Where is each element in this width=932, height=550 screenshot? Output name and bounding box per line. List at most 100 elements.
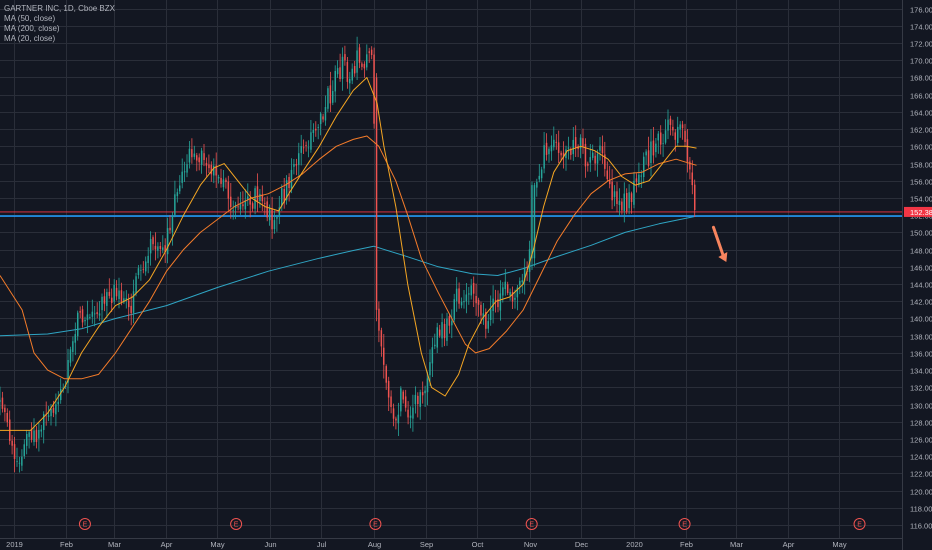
candle-body [616, 191, 618, 204]
candle-body [16, 461, 18, 462]
legend-ma200[interactable]: MA (200, close) [4, 24, 60, 33]
candle-body [130, 305, 132, 314]
price-tick-label: 128.00 [910, 419, 932, 428]
candle-body [506, 284, 509, 293]
time-tick-label: May [210, 540, 224, 549]
candle-body [417, 395, 419, 404]
candle-body [519, 280, 521, 286]
legend-ma50[interactable]: MA (50, close) [4, 14, 56, 23]
candle-body [596, 153, 599, 164]
candle-body [198, 157, 200, 163]
candle-body [453, 299, 455, 320]
candle-body [465, 294, 468, 302]
candle-body [108, 291, 111, 296]
candle-body [404, 396, 407, 408]
candle-body [609, 179, 611, 185]
arrow-shaft [711, 225, 725, 258]
candle-body [317, 127, 319, 128]
earnings-marker-label: E [529, 522, 534, 529]
price-tick-label: 162.00 [910, 126, 932, 135]
ma200-path [0, 215, 697, 337]
candle-body [468, 293, 470, 295]
time-tick-label: Aug [368, 540, 381, 549]
candle-body [455, 288, 458, 302]
candle-body [480, 304, 482, 316]
candle-body [69, 349, 72, 363]
candle-body [47, 415, 50, 417]
candle-body [582, 138, 584, 147]
candle-body [137, 268, 140, 275]
candle-body [329, 85, 332, 104]
candle-body [477, 299, 480, 305]
candle-body [691, 172, 693, 186]
candle-body [162, 247, 164, 250]
legend-title[interactable]: GARTNER INC, 1D, Cboe BZX [4, 4, 115, 13]
candle-body [482, 313, 485, 319]
candle-body [98, 313, 101, 316]
candle-body [101, 296, 103, 311]
candle-body [579, 137, 582, 149]
candle-body [553, 139, 555, 148]
candle-body [145, 261, 147, 272]
legend-ma20[interactable]: MA (20, close) [4, 34, 56, 43]
candle-body [225, 179, 227, 182]
candle-body [200, 150, 203, 165]
candle-body [312, 130, 315, 133]
candle-body [4, 407, 6, 412]
price-tick-label: 118.00 [910, 505, 932, 514]
candle-body [188, 148, 191, 163]
price-tick-label: 136.00 [910, 350, 932, 359]
candle-body [157, 246, 159, 251]
time-tick-label: Feb [680, 540, 693, 549]
candle-body [18, 462, 21, 464]
candle-body [103, 296, 106, 304]
candle-body [154, 245, 157, 250]
candle-body [638, 174, 640, 185]
candle-body [426, 378, 429, 393]
earnings-marker [853, 518, 866, 530]
candle-body [560, 152, 562, 156]
candle-body [230, 196, 232, 208]
price-axis-bg [902, 0, 932, 550]
candle-body [436, 327, 438, 348]
candle-body [261, 194, 264, 202]
candle-body [67, 360, 69, 383]
time-tick-label: 2019 [6, 540, 23, 549]
time-tick-label: Dec [575, 540, 589, 549]
price-tick-label: 170.00 [910, 57, 932, 66]
candle-body [385, 366, 387, 383]
time-tick-label: Apr [783, 540, 795, 549]
candle-body [514, 297, 516, 300]
candle-body [62, 387, 64, 389]
candle-body [630, 193, 633, 202]
candle-body [302, 147, 305, 149]
candle-body [487, 321, 489, 329]
candle-body [499, 293, 502, 311]
candle-body [96, 312, 98, 314]
candle-body [349, 78, 351, 84]
candle-body [443, 324, 446, 339]
time-tick-label: Mar [108, 540, 121, 549]
candle-body [324, 107, 327, 121]
candle-body [111, 297, 113, 303]
candle-body [310, 132, 312, 150]
time-axis[interactable]: 2019 Feb Mar Apr May Jun Jul Aug Sep Oct Nov Dec 202… [0, 538, 902, 550]
candle-body [327, 88, 329, 109]
candle-body [290, 169, 293, 189]
candle-body [664, 130, 667, 143]
candle-body [344, 54, 346, 61]
candle-body [91, 311, 94, 317]
candle-body [125, 298, 128, 300]
candle-body [351, 68, 353, 81]
candle-body [431, 347, 434, 364]
price-tick-label: 176.00 [910, 6, 932, 15]
ma200-line [0, 215, 697, 337]
candle-body [572, 139, 574, 155]
candle-body [72, 341, 74, 352]
candle-body [166, 228, 169, 255]
price-tick-label: 150.00 [910, 229, 932, 238]
candle-body [259, 193, 261, 201]
candle-body [336, 68, 339, 75]
price-axis[interactable]: 116.00 118.00 120.00 122.00 124.00 126.00 128.… [902, 0, 932, 550]
